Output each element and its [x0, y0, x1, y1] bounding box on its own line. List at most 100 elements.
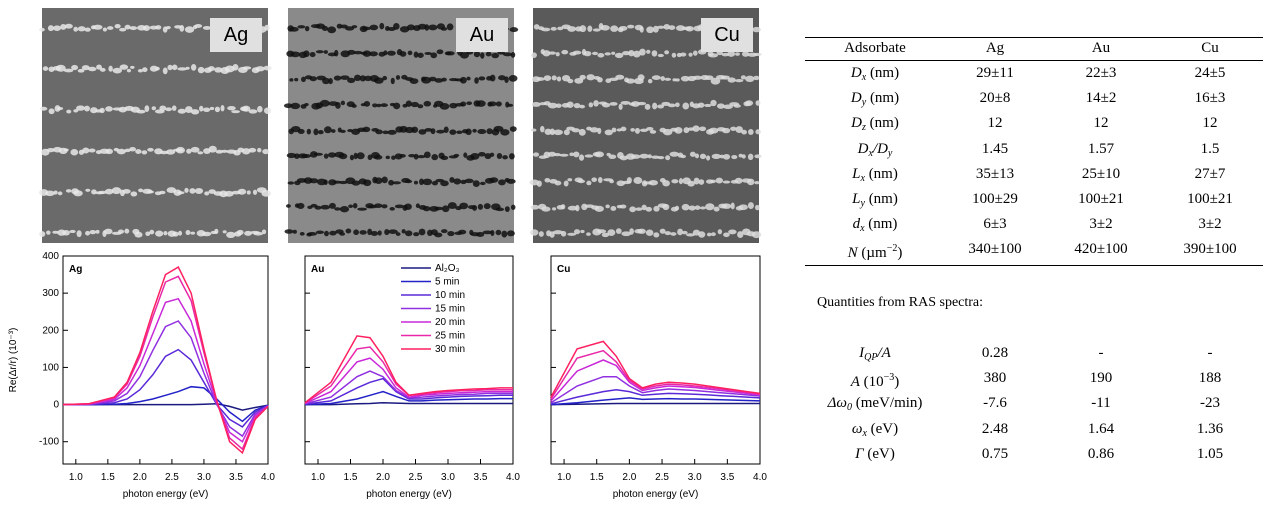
cell-text: y	[860, 198, 865, 209]
particle	[214, 67, 223, 73]
table-cell: 1.45	[981, 140, 1009, 157]
particle	[722, 180, 731, 184]
particle	[224, 65, 235, 73]
particle	[625, 78, 635, 84]
particle	[641, 204, 647, 211]
particle	[493, 125, 504, 132]
particle	[95, 229, 100, 234]
particle	[88, 148, 96, 153]
particle	[289, 78, 294, 82]
particle	[197, 66, 205, 74]
particle	[424, 128, 433, 132]
particle	[387, 129, 397, 135]
particle	[552, 207, 557, 211]
particle	[649, 129, 657, 134]
image-label: Ag	[224, 24, 248, 46]
particle	[309, 76, 318, 82]
particle	[735, 126, 743, 133]
table-cell: 0.28	[981, 345, 1009, 361]
particle	[361, 26, 371, 31]
particle	[171, 105, 177, 111]
particle	[376, 103, 382, 108]
particle	[351, 104, 357, 108]
particle	[753, 75, 760, 81]
particle	[646, 127, 654, 131]
particle	[717, 229, 723, 235]
particle	[440, 229, 448, 234]
particle	[119, 64, 129, 70]
particle	[329, 202, 336, 209]
particle	[257, 147, 262, 153]
table-cell: Δω0 (meV/min)	[805, 391, 945, 420]
particle	[253, 231, 264, 236]
particle	[597, 127, 602, 135]
x-tick-label: 1.0	[311, 472, 325, 483]
particle	[155, 25, 162, 30]
particle	[660, 76, 666, 82]
table-cell: 27±7	[1194, 165, 1226, 182]
legend-label: 30 min	[435, 344, 465, 355]
particle	[307, 232, 318, 236]
cell-text: x	[868, 147, 873, 159]
particle	[663, 23, 670, 30]
table-cell: A (10−3)	[805, 366, 945, 394]
particle	[263, 107, 271, 114]
particle	[541, 206, 551, 212]
particle	[697, 102, 705, 108]
particle	[510, 204, 516, 210]
particle	[610, 25, 619, 32]
particle	[81, 65, 90, 71]
legend-label: 10 min	[435, 290, 465, 301]
table-cell: -	[1207, 345, 1213, 361]
particle	[417, 154, 426, 159]
particle	[314, 205, 322, 210]
particle	[428, 24, 438, 31]
particle	[541, 27, 551, 32]
particle	[338, 153, 348, 160]
particle	[734, 79, 744, 83]
particle	[486, 128, 493, 135]
particle	[547, 151, 557, 157]
cell-text: (eV)	[863, 445, 895, 462]
cell-text: Γ	[855, 445, 864, 462]
particle	[678, 178, 683, 185]
series-line	[63, 385, 269, 423]
cell-text: (eV)	[866, 420, 899, 437]
particle	[335, 102, 341, 109]
particle	[699, 153, 707, 160]
particle	[748, 129, 754, 135]
cell-text: (µm	[857, 245, 887, 262]
particle	[393, 102, 401, 110]
cell-text: Δω	[827, 395, 847, 412]
particle	[56, 106, 64, 111]
particle	[600, 25, 610, 31]
particle	[328, 179, 337, 186]
particle	[464, 178, 474, 184]
particle	[721, 127, 731, 134]
particle	[533, 24, 540, 30]
y-tick-label: 200	[42, 325, 59, 336]
particle	[682, 230, 688, 235]
series-line	[304, 346, 513, 404]
particle	[601, 102, 611, 108]
cell-text: (nm)	[865, 115, 899, 132]
particle	[261, 229, 267, 235]
cell-text: z	[862, 122, 866, 134]
particle	[674, 205, 680, 211]
particle	[586, 180, 592, 186]
particle	[241, 105, 251, 112]
particle	[738, 204, 748, 211]
particle	[163, 230, 168, 236]
particle	[117, 229, 125, 234]
particle	[671, 179, 679, 184]
particle	[309, 52, 316, 58]
particle	[106, 26, 114, 30]
particle	[264, 24, 270, 31]
table-cell: 22±3	[1085, 65, 1117, 81]
particle	[490, 229, 495, 237]
particle	[639, 48, 646, 56]
particle	[304, 26, 310, 32]
particle	[571, 128, 580, 133]
table-cell: dx (nm)	[805, 212, 945, 241]
